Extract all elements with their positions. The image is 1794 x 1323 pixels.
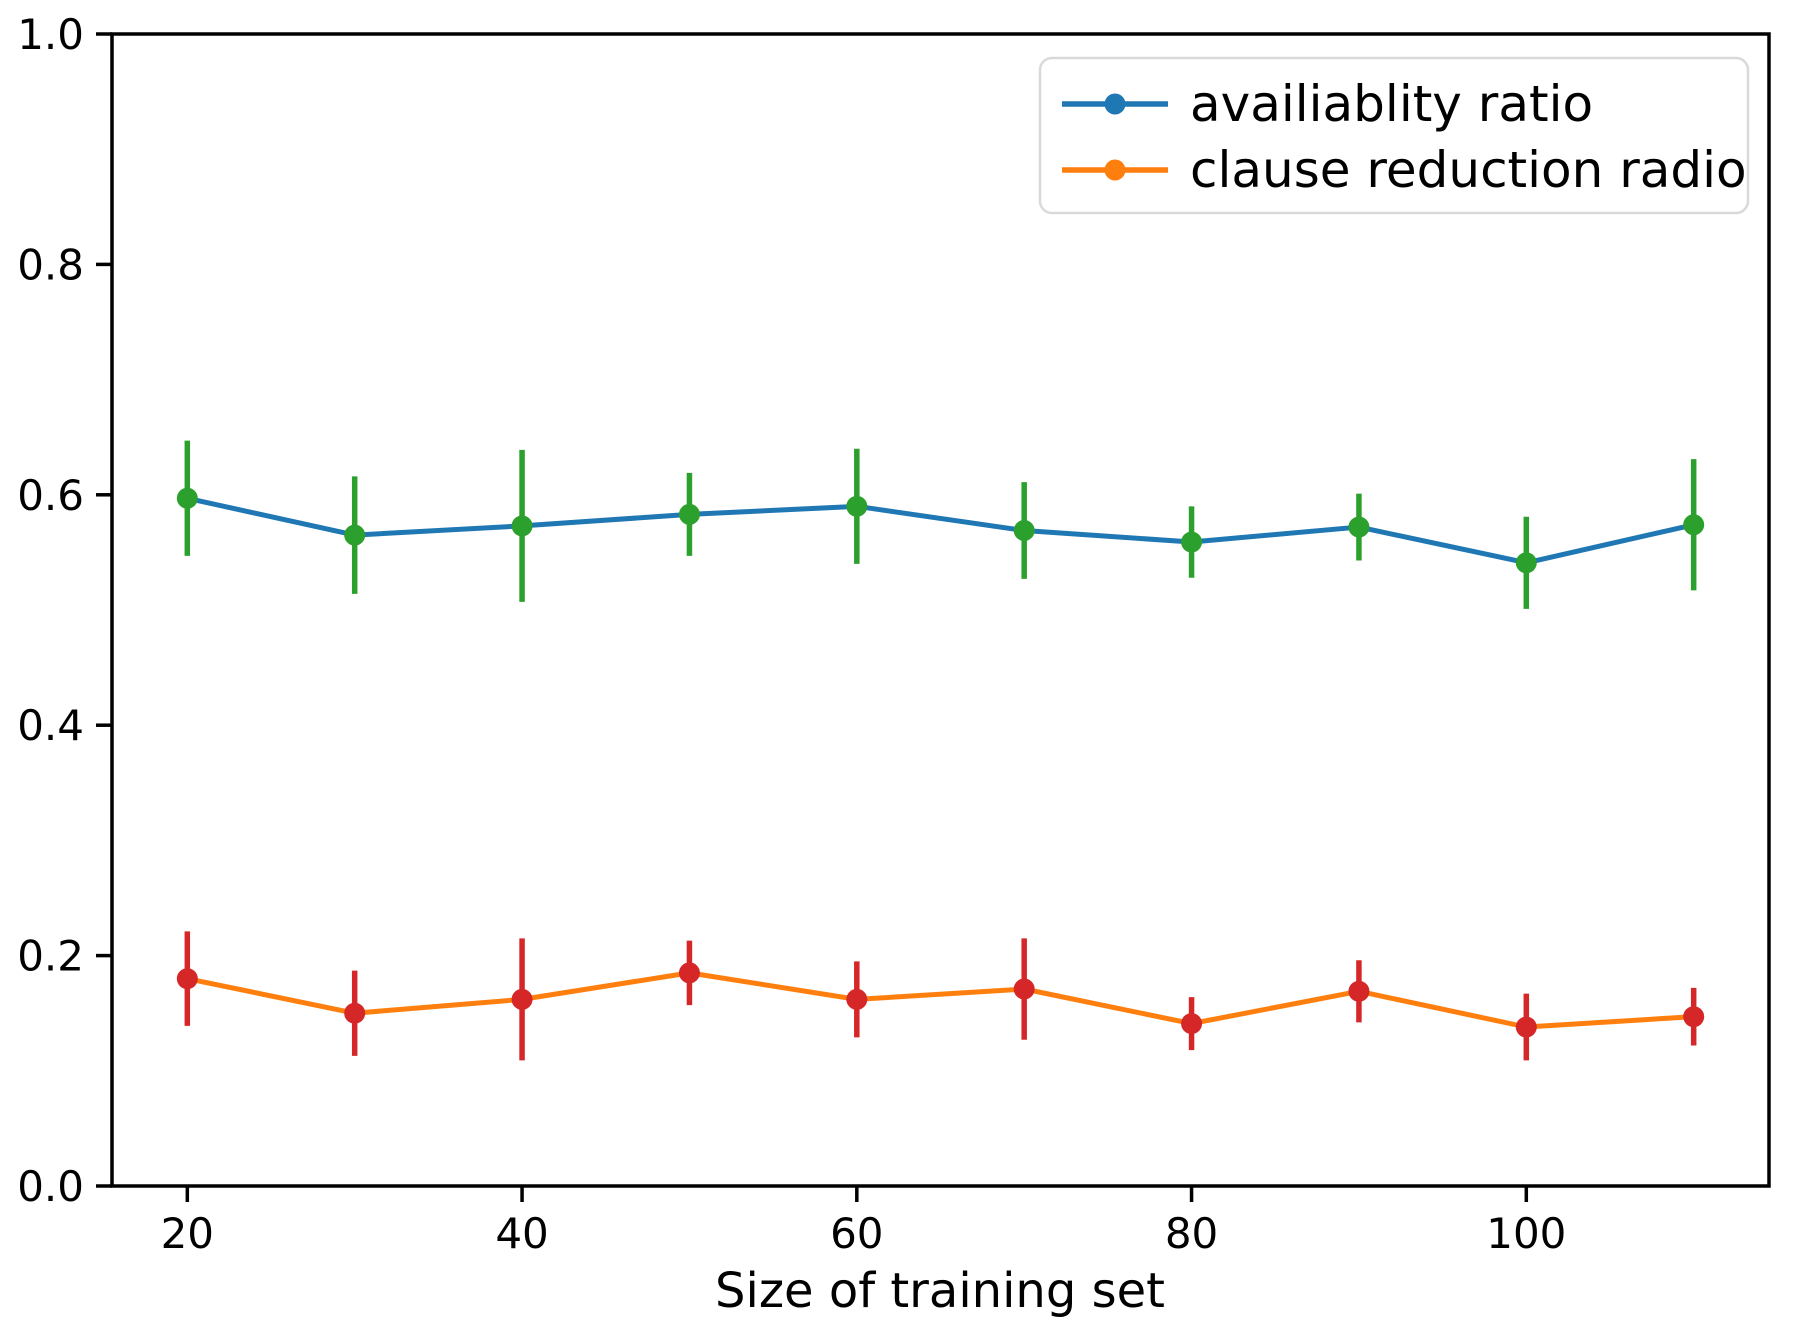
- y-tick-label: 1.0: [17, 10, 84, 59]
- series-layer: [176, 440, 1705, 1061]
- legend-item-availability: availiablity ratio: [1062, 75, 1593, 133]
- data-point-marker: [176, 487, 198, 509]
- x-tick-label: 100: [1486, 1209, 1566, 1258]
- data-point-marker: [511, 988, 533, 1010]
- data-point-marker: [176, 968, 198, 990]
- data-point-marker: [1181, 531, 1203, 553]
- y-tick-label: 0.2: [17, 932, 84, 981]
- legend-label: clause reduction radio: [1190, 141, 1747, 199]
- data-point-marker: [344, 1002, 366, 1024]
- data-point-marker: [1013, 520, 1035, 542]
- series-line: [184, 495, 1697, 566]
- data-point-marker: [1348, 516, 1370, 538]
- data-point-marker: [1013, 978, 1035, 1000]
- data-point-marker: [344, 524, 366, 546]
- y-tick-label: 0.6: [17, 471, 84, 520]
- legend-frame: [1038, 56, 1750, 215]
- legend-item-clause-reduction: clause reduction radio: [1062, 141, 1747, 199]
- x-axis: 20 40 60 80 100: [161, 1186, 1566, 1258]
- data-point-marker: [1515, 1016, 1537, 1038]
- legend: availiablity ratio clause reduction radi…: [1038, 56, 1750, 215]
- data-point-marker: [1515, 552, 1537, 574]
- legend-marker-dot: [1104, 93, 1126, 115]
- y-tick-label: 0.0: [17, 1162, 84, 1211]
- data-point-marker: [846, 495, 868, 517]
- y-tick-label: 0.4: [17, 701, 84, 750]
- legend-label: availiablity ratio: [1190, 75, 1593, 133]
- data-point-marker: [846, 988, 868, 1010]
- data-point-marker: [1181, 1013, 1203, 1035]
- y-axis: 0.0 0.2 0.4 0.6 0.8 1.0: [17, 10, 112, 1211]
- data-point-marker: [1683, 1006, 1705, 1028]
- x-tick-label: 60: [830, 1209, 883, 1258]
- series-line: [184, 970, 1697, 1030]
- x-tick-label: 80: [1165, 1209, 1218, 1258]
- y-tick-label: 0.8: [17, 240, 84, 289]
- plot-frame: [110, 32, 1771, 1188]
- data-point-marker: [678, 503, 700, 525]
- data-point-marker: [1348, 980, 1370, 1002]
- x-tick-label: 40: [495, 1209, 548, 1258]
- data-point-marker: [1683, 514, 1705, 536]
- legend-marker-dot: [1104, 159, 1126, 181]
- data-point-marker: [511, 515, 533, 537]
- x-axis-title: Size of training set: [715, 1263, 1165, 1319]
- x-tick-label: 20: [161, 1209, 214, 1258]
- data-point-marker: [678, 962, 700, 984]
